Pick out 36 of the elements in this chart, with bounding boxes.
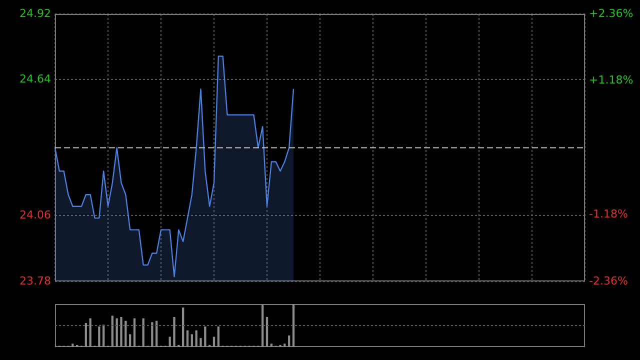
bar — [120, 317, 122, 347]
y-tick-label: 24.64 — [20, 72, 51, 86]
bar — [186, 330, 189, 347]
bar — [195, 330, 198, 347]
bar — [200, 338, 202, 347]
bar — [217, 326, 220, 347]
bar — [142, 318, 144, 347]
bar — [168, 336, 171, 347]
y-tick-label: 23.78 — [20, 274, 51, 288]
y2-tick-label: +2.36% — [589, 6, 634, 20]
bar — [111, 316, 114, 347]
bar — [212, 336, 216, 347]
bar — [102, 324, 105, 347]
bar — [98, 326, 100, 347]
bar — [133, 318, 136, 347]
bar — [266, 317, 268, 347]
bar — [204, 326, 206, 347]
bar — [270, 344, 272, 347]
bar — [173, 317, 176, 347]
y-tick-label: 24.06 — [20, 208, 51, 222]
bar — [72, 344, 74, 347]
bar — [129, 334, 132, 347]
y-tick-label: 24.92 — [20, 6, 51, 20]
y2-tick-label: +1.18% — [589, 74, 634, 87]
bar — [292, 304, 295, 347]
bar — [116, 318, 118, 347]
bar — [182, 308, 184, 347]
bar — [284, 344, 286, 347]
bar — [288, 335, 290, 347]
y2-tick-label: -2.36% — [589, 274, 628, 288]
bar — [84, 323, 87, 347]
bar — [124, 320, 127, 347]
bar — [190, 334, 193, 347]
bar — [89, 318, 92, 347]
y2-tick-label: -1.18% — [589, 207, 628, 220]
bar — [262, 304, 264, 347]
